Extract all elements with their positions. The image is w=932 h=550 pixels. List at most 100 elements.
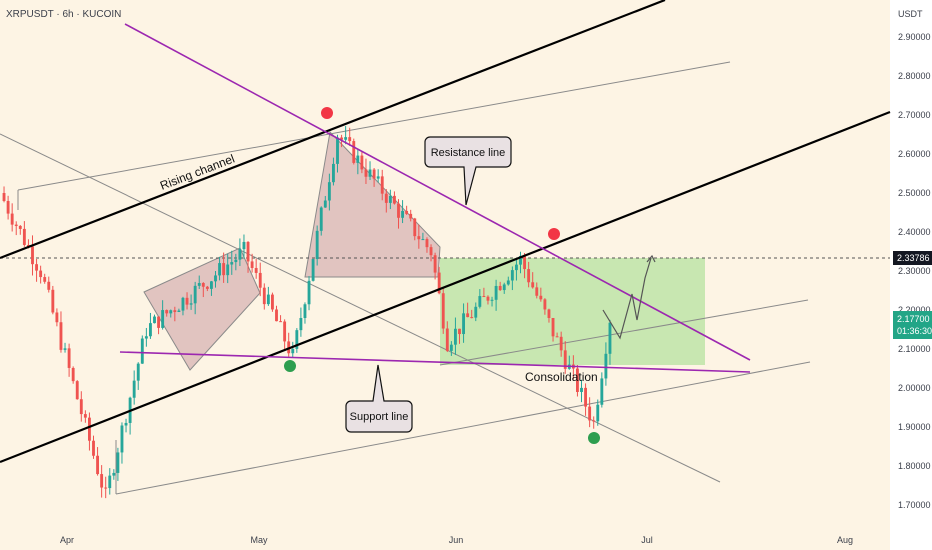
candle-body [559, 336, 563, 351]
candle-body [279, 321, 282, 323]
candle-body [201, 283, 205, 287]
candle-body [149, 323, 152, 337]
y-tick-label: 1.70000 [898, 500, 931, 510]
candle-body [470, 317, 474, 319]
candle-body [498, 285, 502, 291]
candle-body [165, 310, 169, 314]
candle-body [234, 259, 238, 263]
candle-body [153, 316, 156, 324]
green-marker-1 [284, 360, 296, 372]
candle-body [112, 472, 116, 476]
candle-body [14, 224, 18, 226]
resistance-line [124, 23, 751, 361]
candle-body [323, 200, 327, 208]
projection-arrow-icon [646, 254, 656, 263]
candle-body [539, 295, 543, 300]
candle-body [116, 452, 120, 473]
candle-body [344, 137, 348, 140]
y-tick-label: 2.10000 [898, 344, 931, 354]
candle-body [214, 275, 217, 282]
y-tick-label: 1.80000 [898, 461, 931, 471]
candle-body [55, 312, 59, 323]
candle-body [295, 330, 299, 349]
candle-body [104, 487, 108, 489]
candle-body [275, 309, 278, 322]
candle-body [254, 267, 258, 273]
candle-body [551, 317, 555, 337]
x-tick-label: May [250, 535, 268, 545]
candle-body [535, 287, 539, 296]
candle-body [185, 297, 189, 305]
candle-body [246, 241, 250, 262]
candle-body [466, 313, 470, 318]
candle-body [226, 264, 230, 276]
green-marker-2 [588, 432, 600, 444]
candle-body [388, 195, 392, 203]
y-tick-label: 2.60000 [898, 149, 931, 159]
candle-body [291, 348, 295, 354]
support-callout-text: Support line [350, 411, 409, 423]
candle-body [531, 282, 535, 288]
candle-body [433, 255, 437, 273]
candle-body [157, 316, 160, 328]
candle-body [43, 277, 47, 282]
candle-body [218, 263, 221, 276]
support-callout: Support line [345, 364, 413, 433]
candle-body [283, 321, 287, 342]
x-tick-label: Jun [449, 535, 464, 545]
candle-body [27, 244, 30, 247]
price-scale[interactable] [890, 0, 932, 550]
candle-body [340, 137, 343, 140]
candle-body [515, 264, 518, 271]
descending-trendline [0, 133, 721, 483]
candle-body [303, 304, 307, 318]
candle-body [205, 286, 209, 289]
x-tick-label: Jul [641, 535, 653, 545]
candle-body [250, 261, 254, 268]
candle-body [360, 155, 364, 170]
candle-body [319, 207, 323, 231]
candle-body [230, 262, 234, 265]
candle-body [136, 363, 140, 381]
candle-body [563, 350, 567, 369]
candle-body [486, 296, 490, 301]
candle-body [299, 317, 303, 331]
marked-level-value: 2.33786 [897, 253, 930, 263]
projection-path [602, 257, 652, 340]
lower-trendline [115, 361, 811, 495]
candle-body [31, 246, 34, 265]
candle-body [380, 176, 384, 194]
candle-body [161, 310, 165, 328]
candle-body [482, 296, 486, 298]
candle-body [100, 474, 104, 488]
candle-body [445, 328, 449, 351]
candle-body [173, 310, 177, 313]
candle-body [413, 218, 417, 237]
candle-body [449, 344, 453, 351]
candle-body [63, 348, 67, 350]
candle-body [108, 475, 112, 489]
candles [2, 126, 612, 499]
candle-body [393, 195, 396, 204]
symbol-title: XRPUSDT · 6h · KUCOIN [6, 9, 121, 20]
candle-body [490, 299, 494, 301]
x-tick-label: Apr [60, 535, 74, 545]
upper-trendline [17, 61, 731, 191]
candle-body [336, 137, 339, 164]
candle-body [372, 169, 376, 179]
y-tick-label: 2.00000 [898, 383, 931, 393]
candle-body [417, 236, 421, 240]
candle-body [608, 322, 612, 354]
red-marker-2 [548, 228, 560, 240]
support-line [119, 351, 751, 373]
candle-body [222, 263, 226, 276]
last-price-value: 2.17700 [897, 314, 930, 324]
candle-body [474, 306, 478, 318]
candle-body [18, 225, 22, 229]
candle-body [356, 155, 360, 163]
candle-body [59, 322, 63, 350]
candle-body [348, 137, 352, 142]
candle-body [454, 328, 457, 345]
y-tick-label: 2.90000 [898, 32, 931, 42]
